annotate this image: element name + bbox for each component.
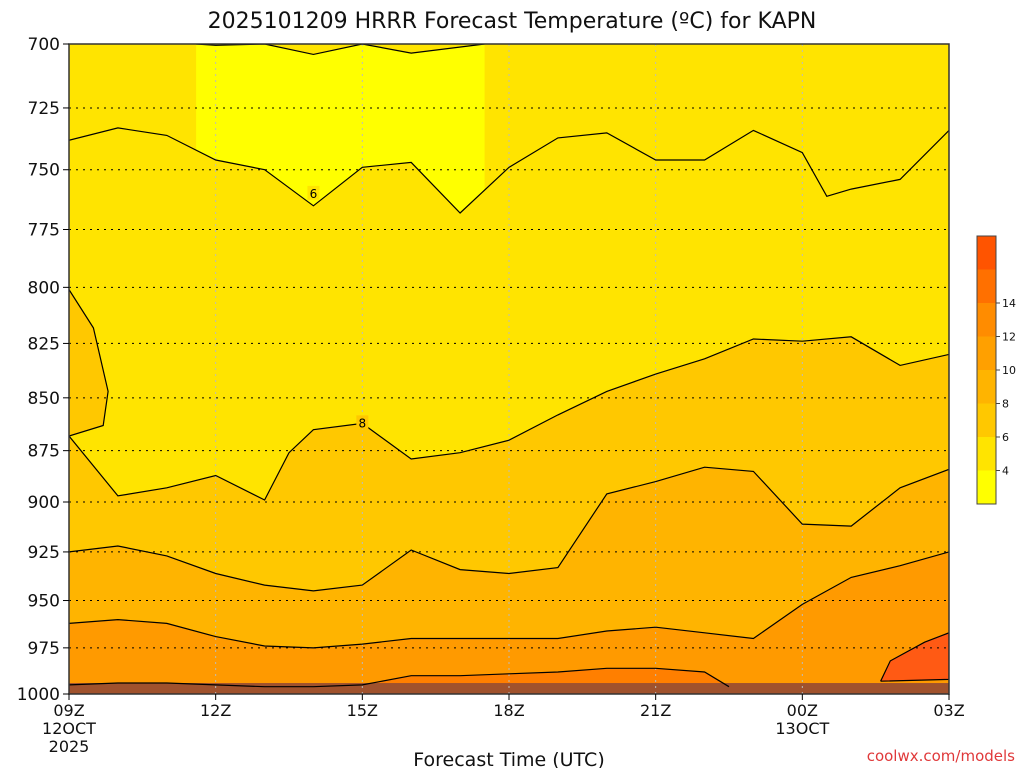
x-tick-label-0-0: 09Z <box>53 701 84 720</box>
x-tick-label-0-2: 2025 <box>49 737 90 756</box>
x-tick-label-3-0: 12Z <box>200 701 231 720</box>
isotherm-14 <box>69 667 730 688</box>
isotherm-10 <box>69 466 949 592</box>
isotherm-label-bg-8 <box>356 415 369 430</box>
isotherm-label-6: 6 <box>310 187 318 201</box>
y-tick-label-950: 950 <box>28 592 60 612</box>
chart-title: 2025101209 HRRR Forecast Temperature (ºC… <box>208 9 817 34</box>
colorbar-label-12: 12 <box>1002 331 1016 344</box>
isotherm-label-bg-6 <box>307 185 320 200</box>
colorbar-segment-4 <box>977 336 996 370</box>
colorbar-label-4: 4 <box>1002 465 1009 478</box>
y-axis-ticks: 700 725 750 775 800 825 850 875 900 925 950 975 1000 <box>17 35 69 705</box>
y-tick-label-800: 800 <box>28 278 60 298</box>
colorbar-label-14: 14 <box>1002 297 1016 310</box>
isotherm-12 <box>69 551 949 649</box>
y-tick-label-850: 850 <box>28 389 60 409</box>
colorbar-segment-0 <box>977 470 996 504</box>
colorbar-segment-5 <box>977 303 996 337</box>
x-tick-label-15-1: 13OCT <box>775 719 829 738</box>
y-tick-label-1000: 1000 <box>17 685 60 705</box>
y-tick-label-725: 725 <box>28 99 60 119</box>
colorbar-segment-7 <box>977 236 996 270</box>
colorbar-label-8: 8 <box>1002 398 1009 411</box>
y-tick-label-875: 875 <box>28 442 60 462</box>
x-tick-label-15-0: 00Z <box>787 701 818 720</box>
x-tick-label-9-0: 18Z <box>493 701 524 720</box>
isotherm-labels: 68 <box>307 185 369 430</box>
y-tick-label-925: 925 <box>28 543 60 563</box>
underground-strip <box>69 683 949 694</box>
x-tick-label-6-0: 15Z <box>347 701 378 720</box>
x-tick-label-0-1: 12OCT <box>42 719 96 738</box>
credit-text: coolwx.com/models <box>867 747 1015 765</box>
x-tick-label-18-0: 03Z <box>933 701 964 720</box>
y-tick-label-700: 700 <box>28 35 60 55</box>
y-tick-label-775: 775 <box>28 220 60 240</box>
colorbar: 4 6 8 10 12 14 <box>976 235 1016 505</box>
x-tick-label-12-0: 21Z <box>640 701 671 720</box>
colorbar-label-10: 10 <box>1002 364 1016 377</box>
fill-band-12 <box>69 551 949 694</box>
y-tick-label-825: 825 <box>28 334 60 354</box>
x-axis-label: Forecast Time (UTC) <box>413 749 604 768</box>
fill-band-16 <box>880 632 949 682</box>
gridlines <box>69 44 949 694</box>
y-tick-label-750: 750 <box>28 161 60 181</box>
colorbar-segment-1 <box>977 437 996 471</box>
colorbar-label-6: 6 <box>1002 431 1009 444</box>
colorbar-segment-2 <box>977 403 996 437</box>
isotherm-16 <box>880 632 949 682</box>
isotherm-lines <box>69 44 949 688</box>
isotherm-4 <box>196 44 485 56</box>
colorbar-segment-3 <box>977 370 996 404</box>
colorbar-segment-6 <box>977 269 996 303</box>
y-tick-label-975: 975 <box>28 639 60 659</box>
isotherm-6 <box>69 127 949 214</box>
isotherm-8 <box>69 289 949 501</box>
y-tick-label-900: 900 <box>28 493 60 513</box>
isotherm-label-8: 8 <box>359 416 367 430</box>
